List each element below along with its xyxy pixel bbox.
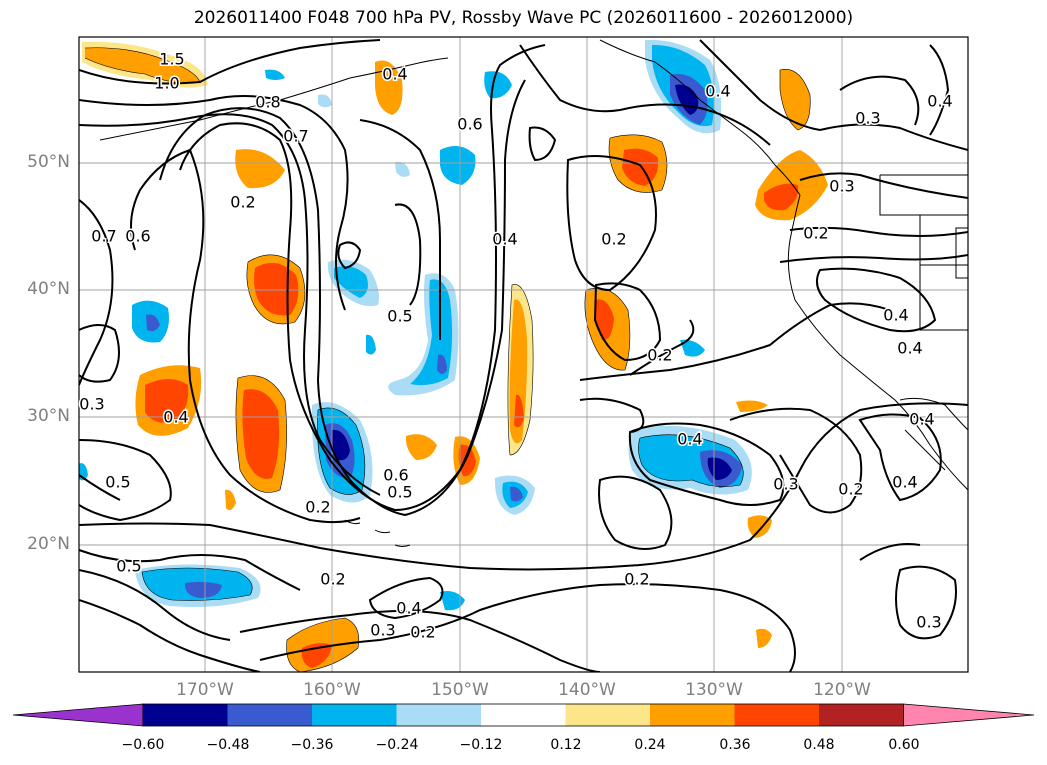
contour-label: 0.4 bbox=[705, 82, 730, 101]
lat-label-30n: 30°N bbox=[27, 406, 70, 426]
contour-label: 0.5 bbox=[387, 307, 412, 326]
contour-label: 0.4 bbox=[883, 306, 908, 325]
contour-labels: 1.01.50.80.70.20.7 0.60.60.40.50.20.20.40… bbox=[78, 48, 954, 643]
colorbar-segment bbox=[143, 704, 228, 726]
colorbar-extend-high bbox=[903, 703, 1035, 727]
lon-label-170w: 170°W bbox=[176, 680, 234, 700]
colorbar-segment bbox=[481, 704, 566, 726]
contour-label: 0.3 bbox=[370, 621, 395, 640]
contour-label: 0.2 bbox=[410, 623, 435, 642]
lon-label-120w: 120°W bbox=[813, 680, 871, 700]
lat-label-50n: 50°N bbox=[27, 152, 70, 172]
contour-label: 0.3 bbox=[829, 177, 854, 196]
colorbar-label: 0.12 bbox=[550, 737, 582, 753]
contour-label: 0.4 bbox=[897, 339, 922, 358]
contour-label: 0.4 bbox=[892, 473, 917, 492]
pv-contours bbox=[79, 39, 968, 672]
contour-label: 0.6 bbox=[383, 466, 408, 485]
contour-label: 0.4 bbox=[492, 230, 517, 249]
contour-label: 0.3 bbox=[773, 475, 798, 494]
contour-label: 0.5 bbox=[116, 557, 141, 576]
contour-label: 0.3 bbox=[916, 613, 941, 632]
gridlines bbox=[79, 37, 968, 672]
contour-label: 0.8 bbox=[255, 93, 280, 112]
colorbar-label: 0.60 bbox=[888, 737, 920, 753]
contour-label: 0.4 bbox=[677, 430, 702, 449]
lat-label-40n: 40°N bbox=[27, 279, 70, 299]
colorbar-segment bbox=[227, 704, 313, 726]
contour-label: 0.6 bbox=[125, 227, 150, 246]
colorbar-segment bbox=[312, 704, 397, 726]
colorbar-label: −0.36 bbox=[290, 737, 334, 753]
contour-label: 0.2 bbox=[230, 193, 255, 212]
lon-label-140w: 140°W bbox=[558, 680, 616, 700]
contour-label: 0.6 bbox=[457, 115, 482, 134]
contour-label: 1.5 bbox=[159, 50, 184, 69]
contour-label: 0.2 bbox=[320, 570, 345, 589]
contour-label: 1.0 bbox=[154, 74, 179, 93]
colorbar-segment bbox=[396, 704, 482, 726]
lon-label-160w: 160°W bbox=[303, 680, 361, 700]
lon-label-150w: 150°W bbox=[431, 680, 489, 700]
lon-label-130w: 130°W bbox=[685, 680, 743, 700]
colorbar-segment bbox=[650, 704, 735, 726]
colorbar-label: 0.36 bbox=[719, 737, 751, 753]
contour-label: 0.4 bbox=[163, 408, 188, 427]
coastlines bbox=[99, 39, 968, 547]
colorbar-label: 0.48 bbox=[803, 737, 835, 753]
colorbar-extend-low bbox=[12, 703, 144, 727]
colorbar-segment bbox=[734, 704, 820, 726]
colorbar-label: −0.48 bbox=[206, 737, 250, 753]
contour-label: 0.5 bbox=[387, 483, 412, 502]
colorbar-label: −0.12 bbox=[459, 737, 503, 753]
contour-label: 0.3 bbox=[855, 109, 880, 128]
colorbar-label: −0.60 bbox=[121, 737, 165, 753]
map-title: 2026011400 F048 700 hPa PV, Rossby Wave … bbox=[193, 8, 854, 28]
colorbar-label: 0.24 bbox=[634, 737, 666, 753]
colorbar bbox=[12, 703, 1035, 727]
contour-label: 0.2 bbox=[305, 498, 330, 517]
contour-label: 0.4 bbox=[909, 410, 934, 429]
contour-label: 0.7 bbox=[91, 227, 116, 246]
lat-label-20n: 20°N bbox=[27, 534, 70, 554]
contour-label: 0.2 bbox=[647, 346, 672, 365]
map-frame bbox=[78, 36, 969, 673]
contour-label: 0.5 bbox=[105, 473, 130, 492]
colorbar-segment bbox=[565, 704, 651, 726]
colorbar-label: −0.24 bbox=[375, 737, 419, 753]
contour-label: 0.2 bbox=[803, 224, 828, 243]
contour-label: 0.2 bbox=[601, 230, 626, 249]
contour-label: 0.4 bbox=[396, 599, 421, 618]
contour-label: 0.2 bbox=[624, 570, 649, 589]
contour-label: 0.4 bbox=[382, 65, 407, 84]
contour-label: 0.2 bbox=[838, 480, 863, 499]
positive-anomaly-fills bbox=[82, 41, 828, 672]
contour-label: 0.7 bbox=[283, 127, 308, 146]
contour-label: 0.3 bbox=[79, 395, 104, 414]
colorbar-frame bbox=[142, 703, 904, 727]
colorbar-segment bbox=[819, 704, 904, 726]
contour-label: 0.4 bbox=[927, 92, 952, 111]
